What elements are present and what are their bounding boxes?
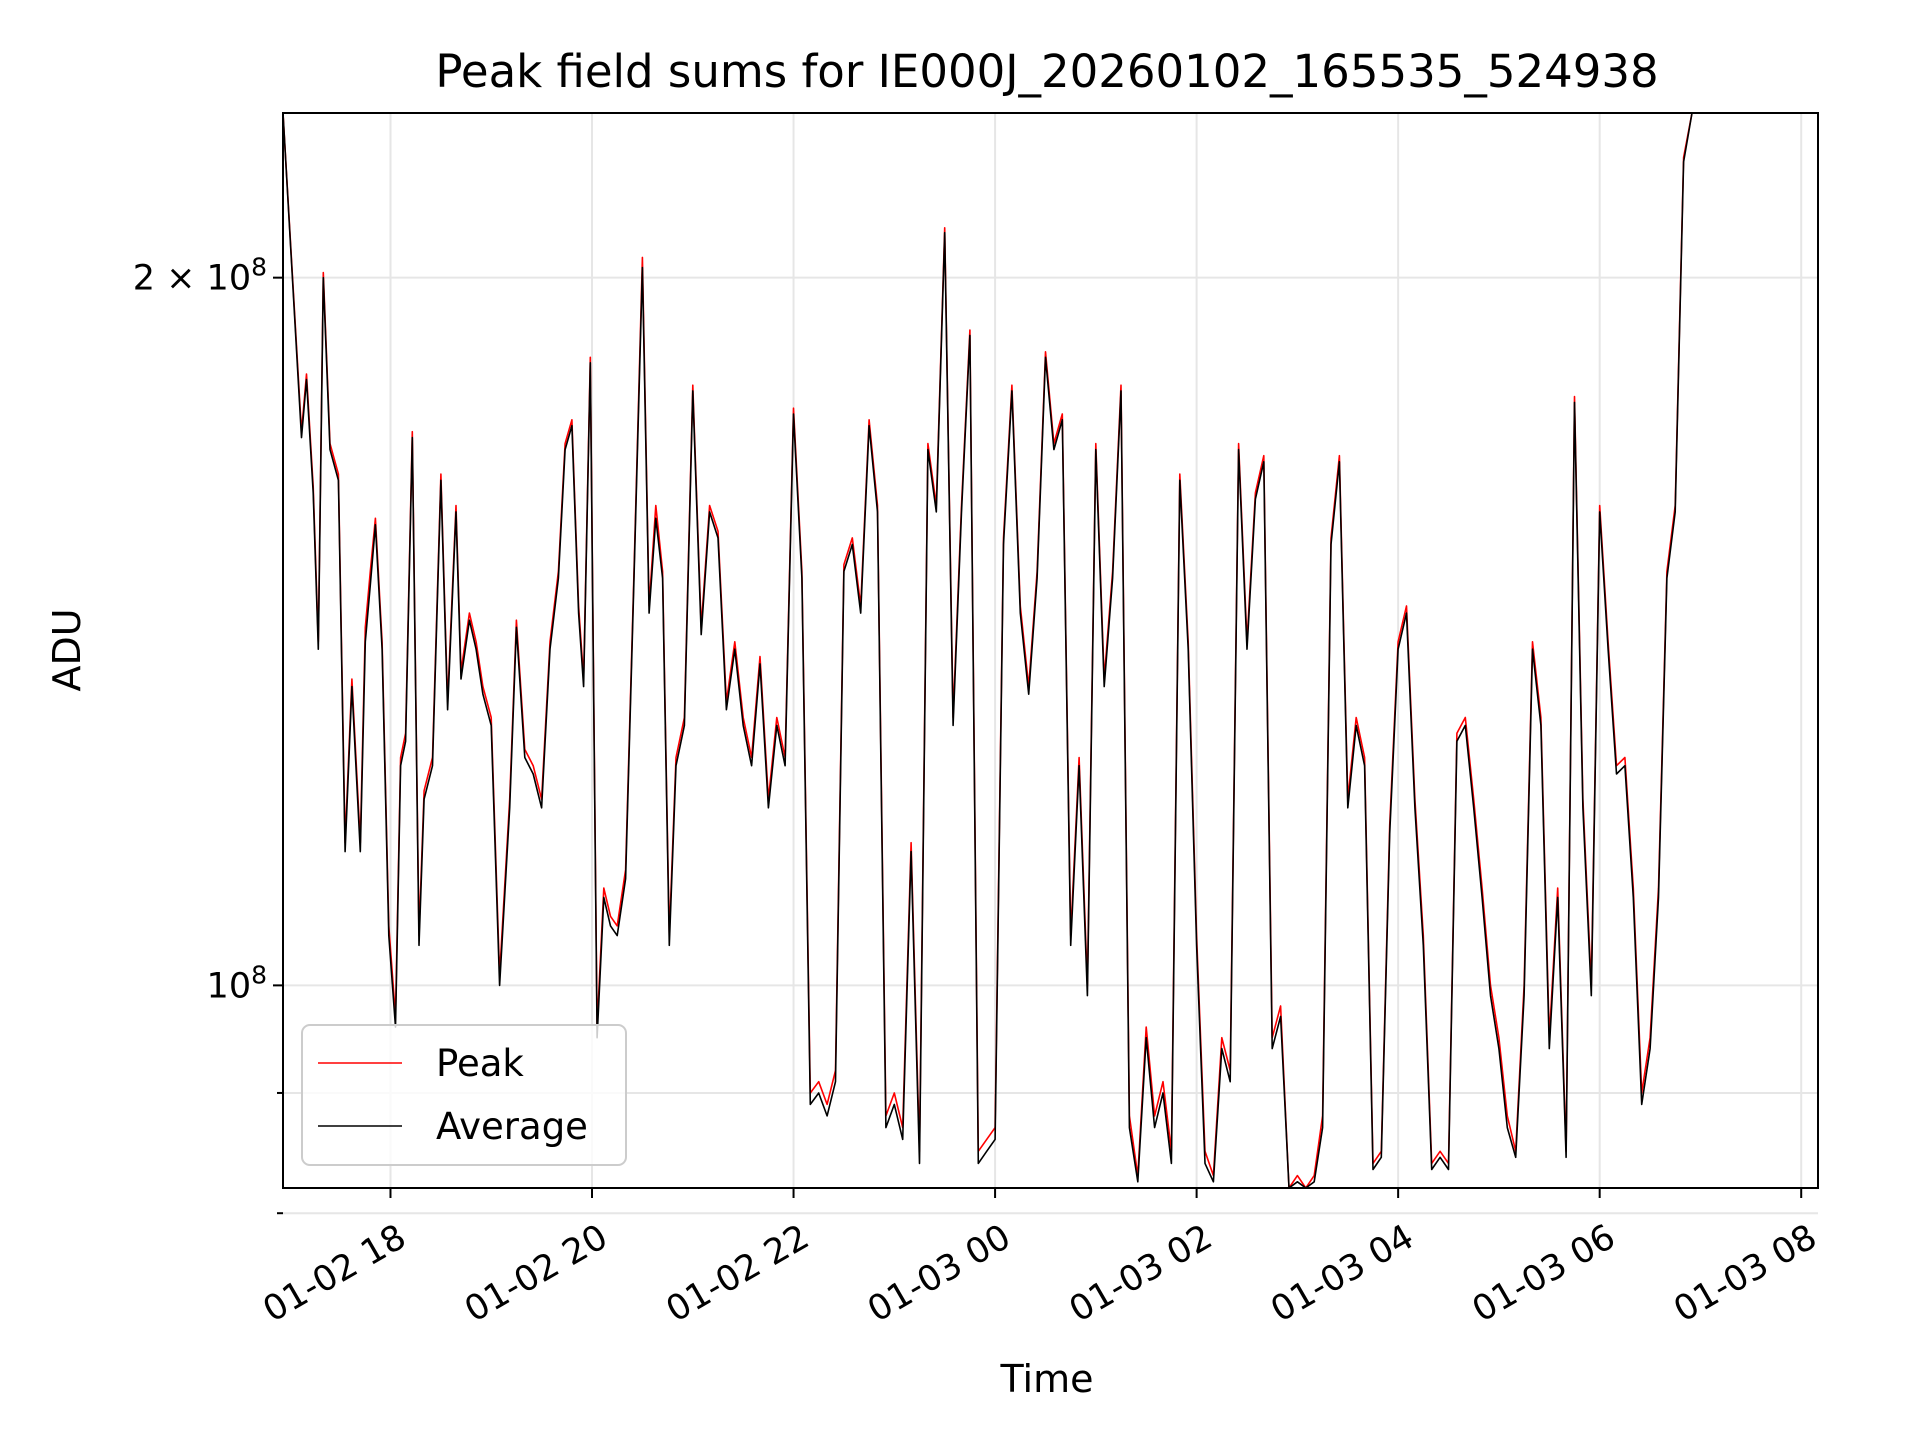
- legend-label-average: Average: [436, 1105, 588, 1148]
- y-tick-label: 108: [207, 960, 267, 1006]
- axes-frame: [282, 112, 1819, 1189]
- legend: Peak Average: [301, 1024, 627, 1166]
- series-line-average: [282, 112, 1693, 1189]
- x-axis-label: Time: [1000, 1357, 1094, 1401]
- legend-label-peak: Peak: [436, 1042, 524, 1085]
- y-axis-label: ADU: [45, 608, 89, 691]
- y-axis: 2 × 108 108: [133, 253, 283, 1215]
- gridlines: [283, 113, 1818, 1215]
- chart-title: Peak field sums for IE000J_20260102_1655…: [435, 45, 1658, 98]
- y-tick-label: 2 × 108: [133, 253, 267, 299]
- legend-box: [301, 1024, 627, 1166]
- series-lines: [282, 112, 1693, 1189]
